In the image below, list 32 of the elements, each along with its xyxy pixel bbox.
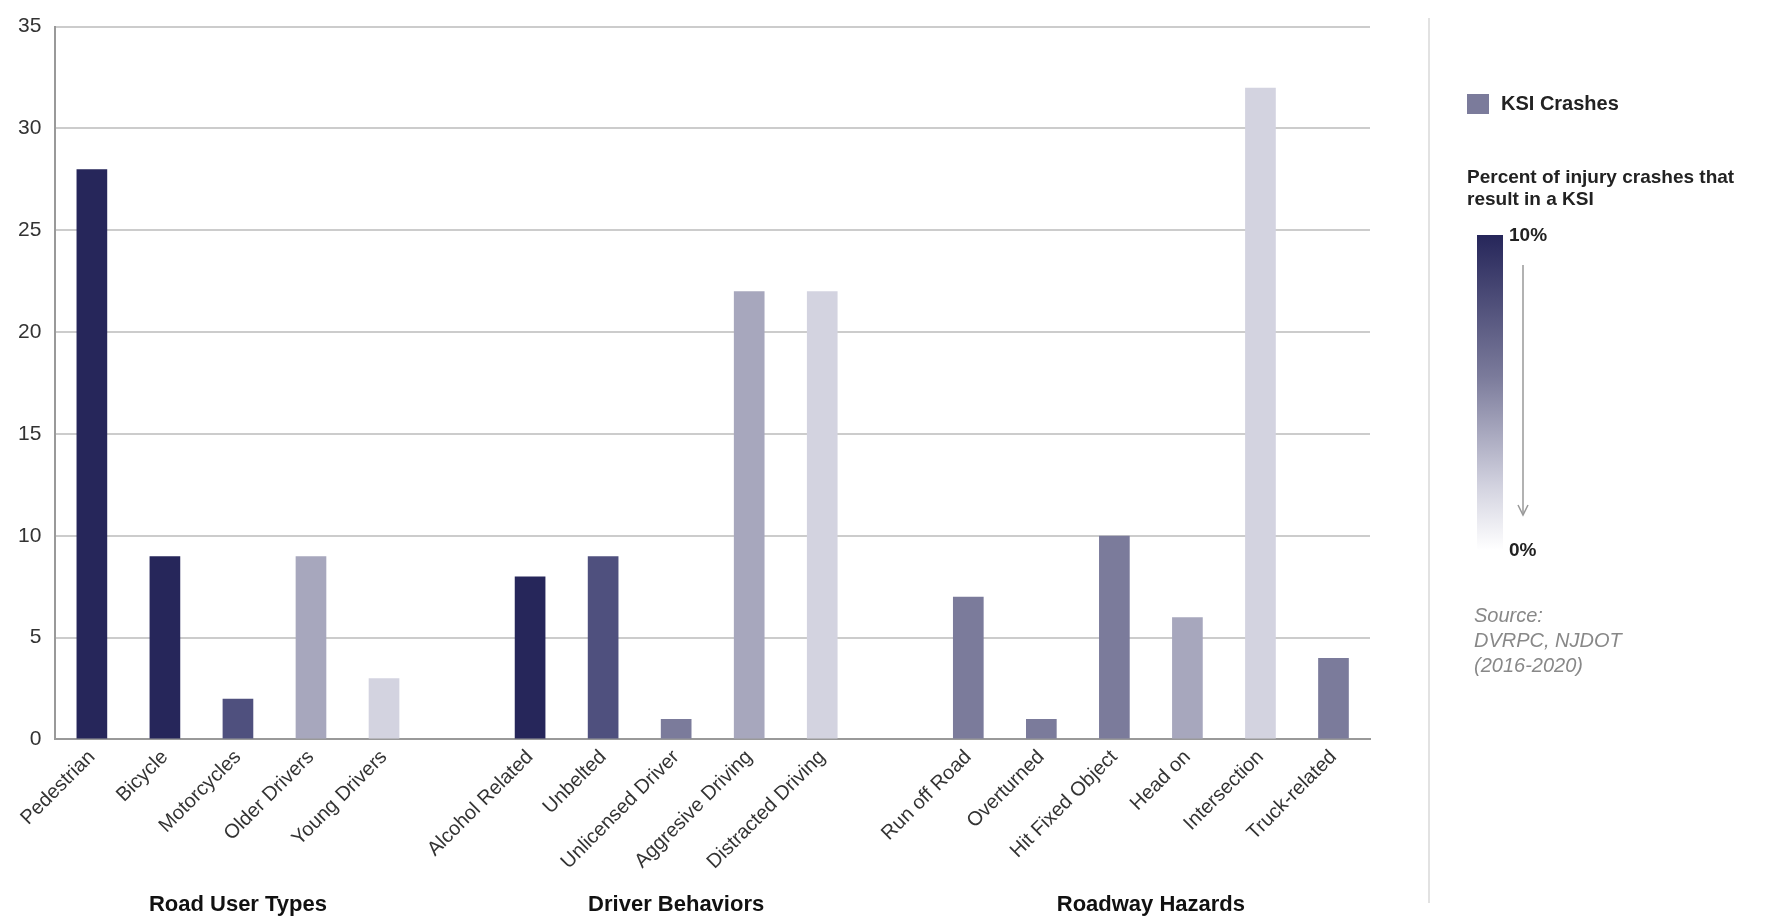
source-note: Source: DVRPC, NJDOT (2016-2020) <box>1474 603 1622 678</box>
bar <box>587 556 619 739</box>
bar <box>1245 87 1276 739</box>
y-tick-label: 20 <box>18 318 42 342</box>
color-bar-label: 10% <box>1509 224 1548 246</box>
y-tick-label: 15 <box>18 420 42 444</box>
bar <box>295 556 327 739</box>
color-bar-label: 0% <box>1509 539 1537 561</box>
legend-label: KSI Crashes <box>1501 92 1619 115</box>
bar <box>76 169 108 739</box>
bar <box>806 291 838 739</box>
bar <box>514 576 546 739</box>
y-tick-label: 10 <box>18 522 42 546</box>
y-tick-label: 25 <box>18 217 42 241</box>
bar <box>222 698 254 739</box>
bar <box>149 556 181 739</box>
color-bar-title: Percent of injury crashes that result in a KSI <box>1467 166 1736 210</box>
bar <box>660 719 692 739</box>
text: Driver Behaviors <box>588 891 765 917</box>
bar <box>1026 719 1057 739</box>
bar <box>1099 535 1130 739</box>
y-tick-label: 35 <box>18 13 42 37</box>
bar <box>1318 657 1349 739</box>
y-tick-label: 0 <box>29 726 42 750</box>
text: Road User Types <box>148 891 327 917</box>
bar <box>1172 617 1203 739</box>
text: Roadway Hazards <box>1056 891 1246 917</box>
y-tick-label: 30 <box>18 115 42 139</box>
bar <box>733 291 765 739</box>
bar <box>368 678 400 739</box>
bar <box>952 596 984 739</box>
y-tick-label: 5 <box>29 624 42 648</box>
